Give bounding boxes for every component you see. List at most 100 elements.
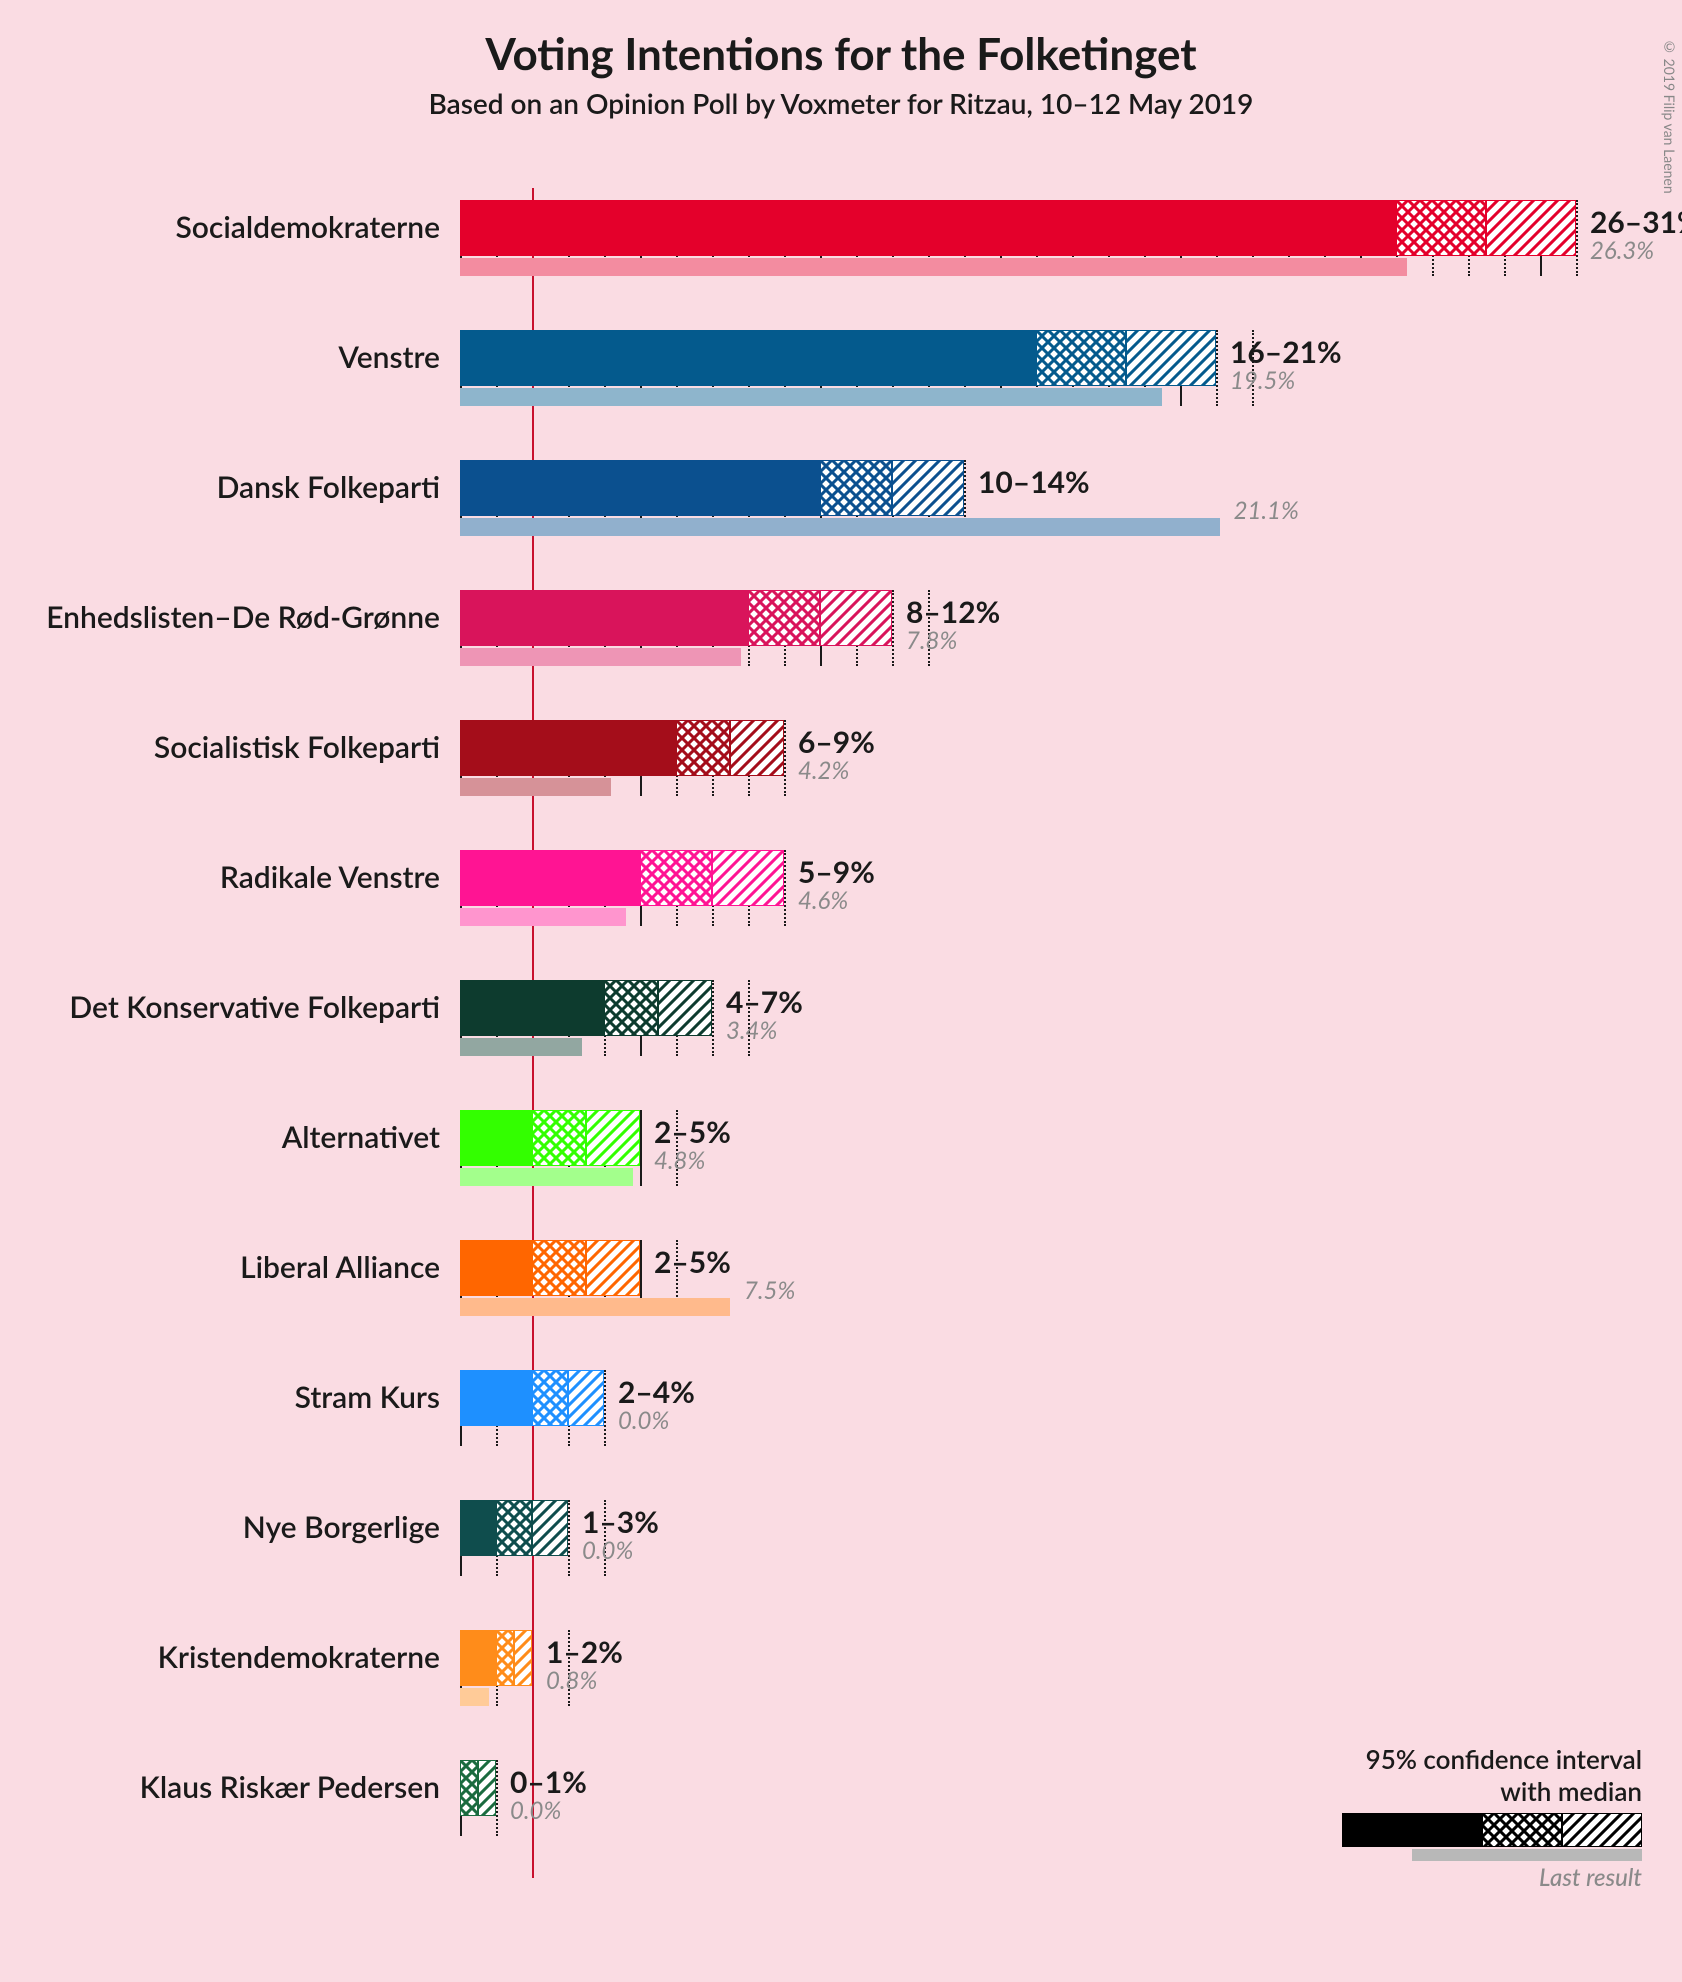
bar-low	[460, 1500, 496, 1556]
party-label: Alternativet	[0, 1119, 440, 1155]
last-result-label: 21.1%	[1234, 496, 1299, 525]
bar-low	[460, 200, 1396, 256]
gridline-minor	[604, 1370, 606, 1446]
bar-mid	[532, 1110, 586, 1166]
last-result-label: 0.0%	[618, 1406, 669, 1435]
bar-high	[1486, 200, 1576, 256]
gridline-minor	[784, 720, 786, 796]
chart-legend: 95% confidence interval with median Last…	[1312, 1743, 1642, 1892]
bar-high	[586, 1240, 640, 1296]
legend-last-bar	[1412, 1849, 1642, 1861]
bar-low	[460, 1370, 532, 1426]
bar-high	[892, 460, 964, 516]
bar-mid	[496, 1500, 532, 1556]
copyright-notice: © 2019 Filip van Laenen	[1661, 38, 1678, 194]
bar-low	[460, 720, 676, 776]
range-label: 0–1%	[510, 1764, 587, 1800]
legend-bar-cross	[1482, 1813, 1562, 1847]
legend-bar-diag	[1562, 1813, 1642, 1847]
legend-last-label: Last result	[1312, 1863, 1642, 1892]
bar-mid	[640, 850, 712, 906]
last-result-bar	[460, 1168, 633, 1186]
party-label: Klaus Riskær Pedersen	[0, 1769, 440, 1805]
party-label: Nye Borgerlige	[0, 1509, 440, 1545]
party-row: Kristendemokraterne 1–2%0.8%	[0, 1618, 1682, 1748]
chart-plot-area: Socialdemokraterne 26–31%26.3% Venstre16–2…	[0, 188, 1682, 1878]
party-label: Socialdemokraterne	[0, 209, 440, 245]
party-row: Enhedslisten–De Rød-Grønne8–12%7.8%	[0, 578, 1682, 708]
gridline-minor	[568, 1500, 570, 1576]
gridline-minor	[892, 590, 894, 666]
gridline-minor	[1576, 200, 1578, 276]
bar-low	[460, 980, 604, 1036]
bar-mid	[532, 1370, 568, 1426]
bar-mid	[604, 980, 658, 1036]
range-label: 2–5%	[654, 1244, 731, 1280]
bar-mid	[820, 460, 892, 516]
gridline-minor	[496, 1760, 498, 1836]
range-label: 1–3%	[582, 1504, 659, 1540]
bar-high	[568, 1370, 604, 1426]
last-result-bar	[460, 258, 1407, 276]
last-result-bar	[460, 1038, 582, 1056]
party-row: Nye Borgerlige 1–3%0.0%	[0, 1488, 1682, 1618]
last-result-label: 0.0%	[582, 1536, 633, 1565]
last-result-bar	[460, 908, 626, 926]
bar-low	[460, 590, 748, 646]
bar-low	[460, 1110, 532, 1166]
range-label: 6–9%	[798, 724, 875, 760]
bar-mid	[460, 1760, 478, 1816]
bar-mid	[496, 1630, 514, 1686]
party-label: Radikale Venstre	[0, 859, 440, 895]
last-result-label: 4.6%	[798, 886, 848, 915]
last-result-label: 4.2%	[798, 756, 849, 785]
bar-low	[460, 460, 820, 516]
range-label: 5–9%	[798, 854, 875, 890]
party-label: Socialistisk Folkeparti	[0, 729, 440, 765]
last-result-label: 7.5%	[744, 1276, 795, 1305]
bar-high	[658, 980, 712, 1036]
last-result-label: 26.3%	[1590, 236, 1654, 265]
gridline-minor	[712, 980, 714, 1056]
chart-subtitle: Based on an Opinion Poll by Voxmeter for…	[0, 86, 1682, 120]
bar-high	[586, 1110, 640, 1166]
party-label: Kristendemokraterne	[0, 1639, 440, 1675]
last-result-bar	[460, 1298, 730, 1316]
bar-low	[460, 1630, 496, 1686]
last-result-bar	[460, 1688, 489, 1706]
bar-high	[532, 1500, 568, 1556]
party-row: Radikale Venstre 5–9%4.6%	[0, 838, 1682, 968]
last-result-label: 7.8%	[906, 626, 957, 655]
range-label: 26–31%	[1590, 204, 1682, 240]
party-label: Liberal Alliance	[0, 1249, 440, 1285]
range-label: 2–5%	[654, 1114, 731, 1150]
gridline-minor	[1216, 330, 1218, 406]
last-result-label: 0.8%	[546, 1666, 597, 1695]
legend-bar-solid	[1342, 1813, 1482, 1847]
party-row: Liberal Alliance 2–5% 7.5%	[0, 1228, 1682, 1358]
bar-mid	[1396, 200, 1486, 256]
bar-mid	[1036, 330, 1126, 386]
last-result-label: 19.5%	[1230, 366, 1295, 395]
range-label: 8–12%	[906, 594, 1000, 630]
bar-mid	[748, 590, 820, 646]
last-result-bar	[460, 518, 1220, 536]
legend-sample-bar	[1342, 1813, 1642, 1863]
party-label: Venstre	[0, 339, 440, 375]
last-result-bar	[460, 648, 741, 666]
last-result-bar	[460, 388, 1162, 406]
party-label: Det Konservative Folkeparti	[0, 989, 440, 1025]
party-label: Stram Kurs	[0, 1379, 440, 1415]
gridline-minor	[784, 850, 786, 926]
gridline-major	[640, 1110, 642, 1186]
party-row: Alternativet2–5%4.8%	[0, 1098, 1682, 1228]
bar-low	[460, 850, 640, 906]
range-label: 1–2%	[546, 1634, 623, 1670]
party-row: Socialdemokraterne 26–31%26.3%	[0, 188, 1682, 318]
party-row: Socialistisk Folkeparti 6–9%4.2%	[0, 708, 1682, 838]
bar-high	[1126, 330, 1216, 386]
bar-mid	[532, 1240, 586, 1296]
party-row: Venstre16–21%19.5%	[0, 318, 1682, 448]
bar-high	[730, 720, 784, 776]
legend-ci-line2: with median	[1312, 1775, 1642, 1807]
